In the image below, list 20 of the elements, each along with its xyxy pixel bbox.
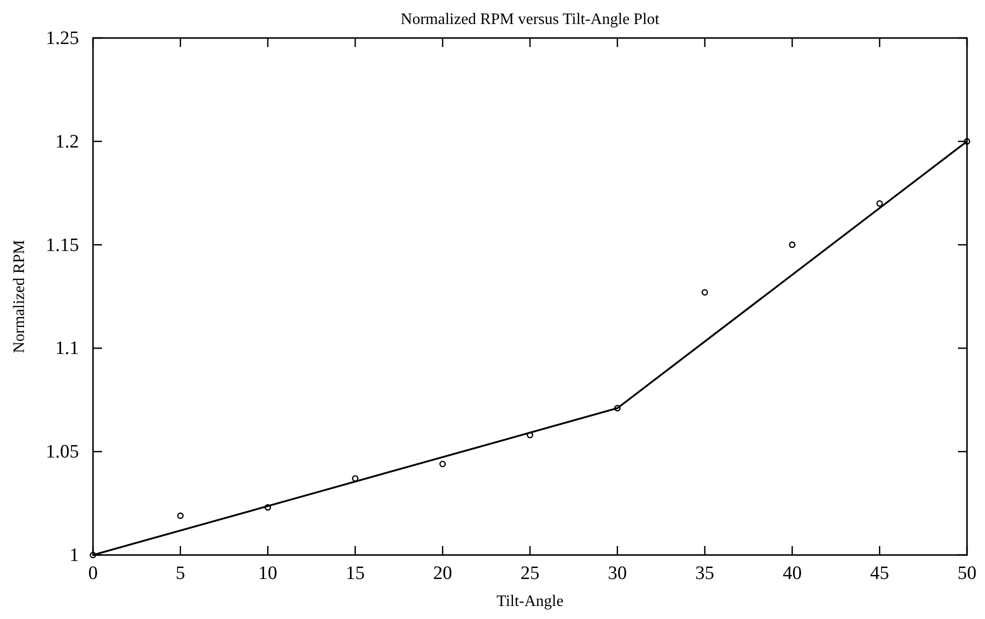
- y-tick-label: 1: [70, 545, 79, 566]
- x-tick-label: 40: [782, 563, 802, 584]
- x-tick-label: 50: [958, 563, 976, 584]
- y-tick-label: 1.1: [55, 338, 79, 360]
- x-tick-label: 25: [520, 563, 540, 584]
- y-tick-label: 1.2: [55, 131, 79, 152]
- y-tick-label: 1.25: [46, 28, 79, 49]
- x-tick-label: 45: [870, 563, 890, 584]
- x-tick-label: 10: [258, 563, 278, 584]
- x-tick-label: 20: [433, 563, 452, 584]
- x-tick-label: 0: [88, 563, 98, 584]
- x-tick-label: 15: [346, 563, 365, 584]
- x-axis-title: Tilt-Angle: [496, 593, 564, 610]
- x-tick-label: 5: [176, 563, 186, 584]
- x-tick-label: 30: [608, 563, 627, 584]
- y-axis-title: Normalized RPM: [11, 240, 28, 354]
- y-tick-label: 1.15: [46, 234, 79, 256]
- y-tick-label: 1.05: [46, 442, 79, 463]
- x-tick-label: 35: [695, 563, 714, 584]
- chart-title: Normalized RPM versus Tilt-Angle Plot: [400, 11, 660, 28]
